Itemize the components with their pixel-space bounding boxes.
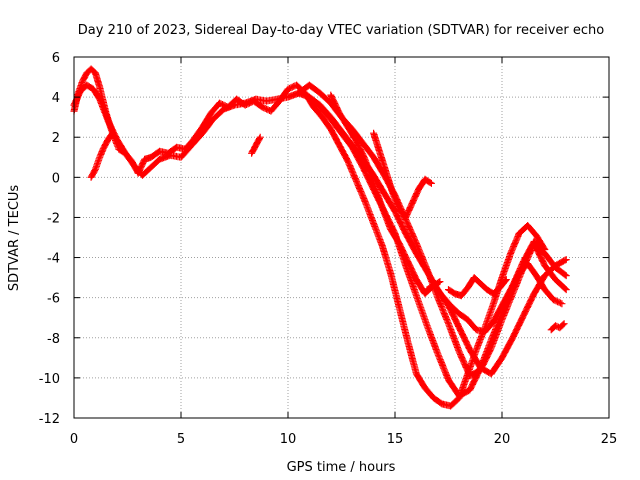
data-point-markers — [445, 274, 510, 300]
y-tick-label: 6 — [52, 51, 60, 66]
x-tick-label: 5 — [177, 432, 185, 447]
y-tick-label: -12 — [39, 412, 60, 427]
y-axis-label: SDTVAR / TECUs — [7, 185, 22, 292]
series-track-h — [445, 274, 510, 300]
data-point-markers — [547, 320, 568, 334]
y-tick-label: -2 — [47, 211, 60, 226]
series-track-g — [87, 129, 116, 181]
series-track-i — [547, 320, 568, 334]
marks-layer — [70, 65, 570, 410]
data-point-markers — [423, 278, 444, 294]
x-tick-label: 20 — [494, 432, 511, 447]
y-tick-label: 4 — [52, 91, 60, 106]
data-point-markers — [248, 133, 264, 157]
series-track-k — [423, 278, 444, 294]
data-point-markers — [305, 93, 570, 378]
series-track-d — [305, 93, 570, 378]
plot-frame — [73, 56, 610, 419]
data-point-markers — [327, 91, 566, 336]
x-axis-label: GPS time / hours — [287, 460, 396, 475]
y-tick-label: -10 — [39, 372, 60, 387]
series-track-e — [327, 91, 566, 336]
x-tick-label: 0 — [70, 432, 78, 447]
series-track-j — [248, 133, 264, 157]
y-tick-label: -6 — [47, 292, 60, 307]
series-track-f — [370, 129, 435, 221]
chart-title: Day 210 of 2023, Sidereal Day-to-day VTE… — [78, 23, 605, 38]
y-tick-label: 2 — [52, 131, 60, 146]
tick-layer: 0 5 10 15 20 25 -12 -10 -8 -6 -4 -2 0 2 4 6 — [39, 51, 618, 447]
x-tick-label: 15 — [387, 432, 404, 447]
x-tick-label: 10 — [280, 432, 297, 447]
data-point-markers — [87, 129, 116, 181]
y-tick-label: 0 — [52, 171, 60, 186]
x-tick-label: 25 — [601, 432, 618, 447]
y-tick-label: -4 — [47, 252, 60, 267]
y-tick-label: -8 — [47, 332, 60, 347]
data-point-markers — [370, 129, 435, 221]
